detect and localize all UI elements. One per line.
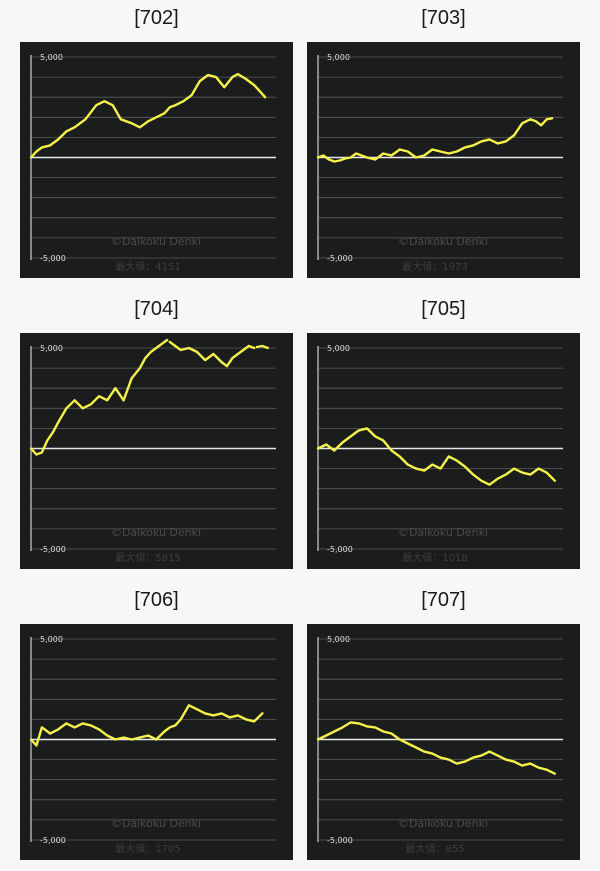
chart-panel: 5,000 -5,000 ©Daikoku Denki 最大値：1018 [307,333,580,569]
max-value-label: 最大値：4151 [115,260,180,273]
chart-svg: 5,000 -5,000 ©Daikoku Denki 最大値：4151 [29,53,276,273]
series-line-1 [316,721,557,775]
watermark: ©Daikoku Denki [111,526,201,539]
watermark: ©Daikoku Denki [398,526,488,539]
chart-svg: 5,000 -5,000 ©Daikoku Denki 最大値：1018 [316,344,563,564]
chart-cell-704: [704] 5,000 -5,000 ©Daikoku Denki 最大値：5815 [20,291,293,569]
chart-panel: 5,000 -5,000 ©Daikoku Denki 最大値：1705 [20,624,293,860]
max-value-label: 最大値：1973 [402,260,467,273]
chart-panel: 5,000 -5,000 ©Daikoku Denki 最大値：855 [307,624,580,860]
series-line-1 [316,117,554,163]
y-tick-label-max: 5,000 [327,53,350,62]
chart-svg: 5,000 -5,000 ©Daikoku Denki 最大値：1705 [29,635,276,855]
max-value-label: 最大値：1018 [402,551,467,564]
chart-svg: 5,000 -5,000 ©Daikoku Denki 最大値：855 [316,635,563,855]
chart-cell-702: [702] 5,000 -5,000 ©Daikoku Denki 最大値：4151 [20,0,293,278]
series-line-2 [168,340,256,368]
max-value-label: 最大値：855 [405,842,464,855]
series-line-3 [255,344,270,350]
y-tick-label-max: 5,000 [327,635,350,644]
chart-cell-703: [703] 5,000 -5,000 ©Daikoku Denki 最大値：1973 [307,0,580,278]
max-value-label: 最大値：5815 [115,551,180,564]
series-line-1 [316,427,557,486]
y-tick-label-min: -5,000 [40,254,66,263]
y-tick-label-max: 5,000 [327,344,350,353]
y-tick-label-max: 5,000 [40,635,63,644]
watermark: ©Daikoku Denki [111,817,201,830]
y-tick-label-min: -5,000 [327,254,353,263]
chart-title: [703] [421,7,466,29]
y-tick-label-min: -5,000 [40,836,66,845]
series-line-1 [29,72,267,159]
y-tick-label-min: -5,000 [327,836,353,845]
chart-cell-706: [706] 5,000 -5,000 ©Daikoku Denki 最大値：1705 [20,582,293,860]
chart-panel: 5,000 -5,000 ©Daikoku Denki 最大値：1973 [307,42,580,278]
y-tick-label-min: -5,000 [327,545,353,554]
chart-title: [704] [134,298,179,320]
chart-svg: 5,000 -5,000 ©Daikoku Denki 最大値：1973 [316,53,563,273]
series-line-1 [29,704,264,747]
max-value-label: 最大値：1705 [115,842,180,855]
chart-svg: 5,000 -5,000 ©Daikoku Denki 最大値：5815 [29,338,276,564]
y-tick-label-min: -5,000 [40,545,66,554]
series-line-1 [29,338,169,456]
watermark: ©Daikoku Denki [398,235,488,248]
chart-panel: 5,000 -5,000 ©Daikoku Denki 最大値：4151 [20,42,293,278]
watermark: ©Daikoku Denki [398,817,488,830]
chart-title: [702] [134,7,179,29]
y-tick-label-max: 5,000 [40,344,63,353]
chart-title: [706] [134,589,179,611]
chart-title: [705] [421,298,466,320]
y-tick-label-max: 5,000 [40,53,63,62]
chart-cell-707: [707] 5,000 -5,000 ©Daikoku Denki 最大値：855 [307,582,580,860]
watermark: ©Daikoku Denki [111,235,201,248]
chart-title: [707] [421,589,466,611]
chart-cell-705: [705] 5,000 -5,000 ©Daikoku Denki 最大値：1018 [307,291,580,569]
chart-panel: 5,000 -5,000 ©Daikoku Denki 最大値：5815 [20,333,293,569]
